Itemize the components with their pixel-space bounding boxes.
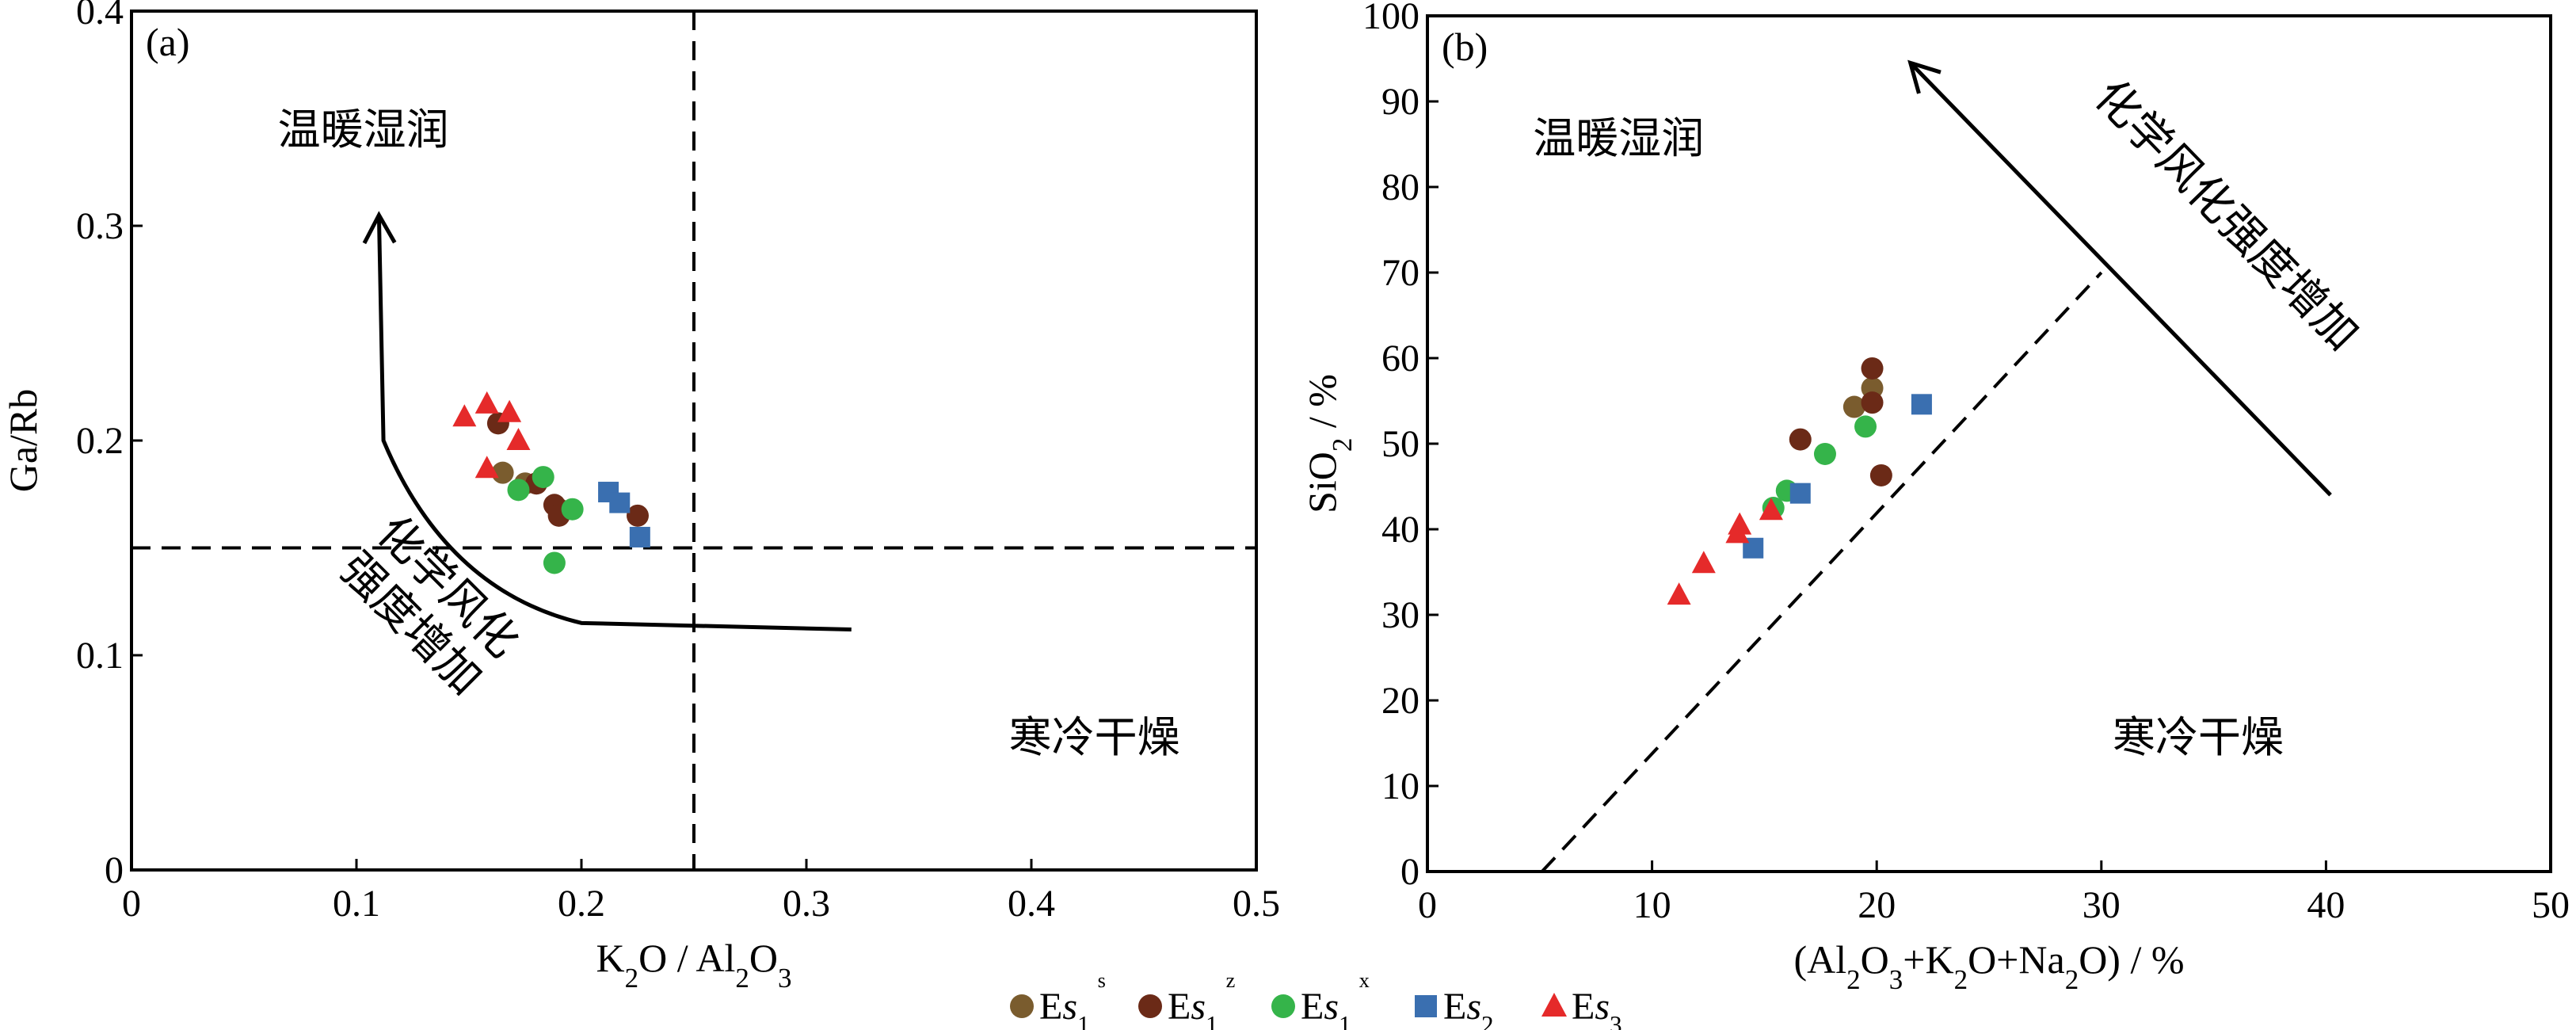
x-tick-label: 50: [2532, 884, 2570, 926]
y-tick-label: 0: [1400, 851, 1419, 893]
data-point-Es2: [609, 492, 631, 513]
data-point-Es1x: [507, 479, 530, 502]
y-tick-label: 50: [1381, 423, 1419, 465]
legend-label-Es2: Es2: [1443, 986, 1494, 1030]
data-point-Es2: [629, 526, 650, 547]
data-point-Es2: [1911, 394, 1932, 415]
x-tick-label: 10: [1633, 884, 1671, 926]
data-point-Es1z: [1861, 391, 1884, 414]
y-tick-label: 10: [1381, 765, 1419, 807]
x-tick-label: 20: [1858, 884, 1896, 926]
data-point-Es3: [1725, 521, 1750, 544]
data-point-Es1s: [1842, 395, 1865, 418]
data-point-Es1s: [491, 461, 514, 484]
trend-arrow-head: [1907, 59, 1942, 94]
region-label: 寒冷干燥: [2113, 712, 2284, 762]
y-axis-label: Ga/Rb: [1, 389, 45, 493]
data-point-Es3: [1691, 551, 1716, 574]
y-tick-label: 0.1: [76, 635, 124, 677]
trend-arrow-line: [376, 215, 852, 631]
data-point-Es1z: [1789, 428, 1812, 451]
region-label: 温暖湿润: [278, 105, 449, 154]
trend-arrow-label-line: 化学风化强度增加: [2084, 70, 2368, 360]
x-tick-label: 0.4: [1008, 883, 1055, 925]
panel-label: (b): [1442, 25, 1488, 69]
x-axis-label: K2O / Al2O3: [596, 936, 792, 994]
y-tick-label: 90: [1381, 81, 1419, 123]
x-tick-label: 0.1: [333, 883, 380, 925]
data-point-Es1x: [1854, 415, 1877, 438]
y-tick-label: 0.2: [76, 420, 124, 462]
legend-marker-Es2: [1415, 995, 1437, 1017]
trend-arrow-label: 化学风化强度增加: [330, 506, 528, 705]
data-point-Es1z: [1869, 464, 1892, 486]
legend-marker-Es1z: [1138, 994, 1162, 1018]
y-tick-label: 0.4: [76, 0, 124, 32]
x-tick-label: 40: [2307, 884, 2345, 926]
region-label: 寒冷干燥: [1009, 712, 1180, 762]
y-tick-label: 100: [1362, 0, 1419, 37]
legend-marker-Es1s: [1010, 994, 1034, 1018]
data-point-Es2: [1789, 483, 1811, 504]
x-tick-label: 0: [122, 883, 141, 925]
panel-a: 0 0.1 0.2 0.3 0.4 0.5 0 0.1 0.2 0.3 0.4 K2O / Al2O3…: [1, 0, 1280, 994]
data-point-Es3: [474, 391, 499, 414]
trend-arrow-head: [362, 211, 397, 245]
region-label: 温暖湿润: [1533, 113, 1704, 163]
data-point-Es3: [1667, 582, 1691, 605]
trend-arrow-line: [1908, 61, 2332, 497]
x-axis-label: (Al2O3+K2O+Na2O) / %: [1794, 937, 2185, 995]
data-point-Es1z: [1861, 357, 1884, 380]
data-point-Es3: [1759, 498, 1783, 521]
y-tick-label: 0.3: [76, 205, 124, 247]
y-tick-label: 40: [1381, 509, 1419, 551]
x-tick-label: 0: [1418, 884, 1437, 926]
x-tick-label: 30: [2083, 884, 2121, 926]
data-point-Es3: [506, 428, 531, 450]
x-tick-label: 0.3: [783, 883, 830, 925]
y-tick-label: 0: [105, 849, 124, 891]
x-tick-label: 0.5: [1233, 883, 1280, 925]
y-tick-label: 60: [1381, 338, 1419, 380]
y-tick-label: 30: [1381, 594, 1419, 636]
panel-b: 0 10 20 30 40 50 0 10 20 30 40 50 60 70 80 90 100 (Al2O3+…: [1300, 0, 2570, 995]
panel-label: (a): [146, 20, 190, 64]
data-point-Es1x: [543, 551, 566, 574]
y-tick-label: 80: [1381, 166, 1419, 208]
legend: Es1s Es1z Es1x Es2 Es3: [1010, 968, 1622, 1030]
data-point-Es3: [474, 456, 499, 479]
data-point-Es3: [497, 399, 522, 422]
legend-marker-Es3: [1541, 993, 1567, 1017]
legend-marker-Es1x: [1271, 994, 1295, 1018]
data-point-Es1x: [1813, 442, 1836, 465]
trend-arrow-label: 化学风化强度增加: [2084, 70, 2368, 360]
dashed-reference-line: [1541, 271, 2103, 873]
y-axis-label: SiO2 / %: [1300, 374, 1358, 513]
data-point-Es1x: [561, 498, 584, 521]
data-point-Es3: [452, 404, 477, 427]
x-tick-label: 0.2: [558, 883, 605, 925]
data-point-Es1z: [627, 504, 649, 527]
legend-label-Es1z: Es1z: [1168, 968, 1235, 1030]
legend-label-Es1x: Es1x: [1301, 968, 1370, 1030]
y-tick-label: 20: [1381, 680, 1419, 722]
legend-label-Es3: Es3: [1572, 986, 1622, 1030]
y-tick-label: 70: [1381, 252, 1419, 294]
legend-label-Es1s: Es1s: [1039, 968, 1106, 1030]
data-point-Es1x: [532, 466, 554, 489]
